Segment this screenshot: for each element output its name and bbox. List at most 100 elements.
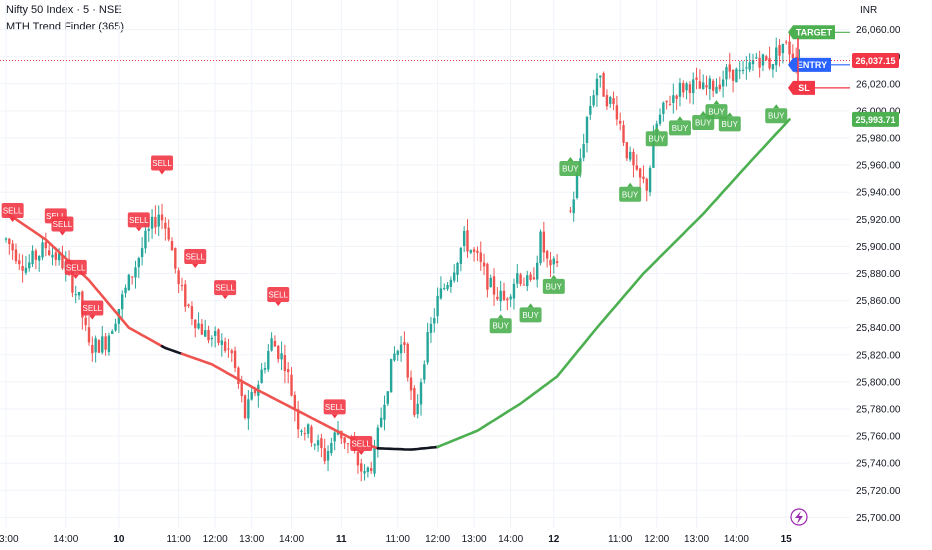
candle-body	[140, 248, 144, 258]
candle	[479, 241, 482, 271]
candle	[177, 267, 180, 294]
target-level[interactable]: TARGET	[788, 25, 850, 40]
candle	[685, 81, 688, 100]
candle	[363, 464, 366, 481]
candle-body	[439, 288, 443, 299]
signal-label: SELL	[152, 159, 172, 168]
candle-body	[197, 323, 200, 329]
price-label-text: 26,037.15	[855, 56, 895, 66]
buy-signal[interactable]: BUY	[489, 314, 512, 334]
sell-signal[interactable]: SELL	[151, 155, 174, 175]
signal-box	[718, 116, 741, 132]
candle-body	[536, 262, 539, 280]
candle	[200, 319, 204, 336]
signal-label: SELL	[83, 304, 103, 313]
candle-body	[775, 47, 778, 66]
candle	[34, 248, 38, 270]
candle-body	[283, 355, 287, 372]
buy-signal[interactable]: BUY	[718, 112, 741, 132]
candle-body	[91, 345, 94, 354]
candle-body	[785, 41, 788, 43]
trend-line	[4, 118, 791, 451]
buy-signal[interactable]: BUY	[765, 104, 788, 124]
x-tick-label: 14:00	[53, 534, 78, 545]
sell-signal[interactable]: SELL	[350, 436, 373, 456]
candle-body	[788, 41, 791, 55]
candle-body	[765, 56, 768, 60]
candle-body	[14, 249, 18, 262]
candle	[243, 394, 247, 420]
candle-body	[184, 284, 187, 307]
candle	[751, 53, 755, 71]
candle	[313, 443, 316, 450]
candle-body	[619, 120, 622, 124]
y-tick-label: 25,940.00	[856, 188, 901, 199]
candle-body	[522, 284, 526, 286]
candle-body	[316, 440, 320, 446]
sell-signal[interactable]: SELL	[267, 286, 290, 306]
candle-body	[615, 105, 619, 120]
candle	[771, 63, 775, 78]
entry-label: ENTRY	[797, 60, 827, 70]
signal-pointer	[726, 112, 733, 117]
candle	[104, 332, 107, 356]
x-tick-label: 10	[113, 534, 125, 545]
candle	[446, 282, 449, 291]
chart-grid	[0, 0, 850, 528]
y-tick-label: 25,960.00	[856, 161, 901, 172]
candle-body	[54, 252, 57, 260]
candle-body	[210, 338, 214, 340]
candle	[645, 177, 648, 202]
candle	[91, 336, 94, 362]
candle	[585, 115, 589, 153]
y-tick-label: 25,860.00	[856, 296, 901, 307]
candle	[280, 341, 283, 371]
candle	[638, 167, 642, 189]
y-tick-label: 25,820.00	[856, 350, 901, 361]
candle	[121, 290, 124, 321]
sell-signal[interactable]: SELL	[1, 202, 24, 222]
candle	[648, 165, 652, 197]
sell-signal[interactable]: SELL	[51, 216, 74, 236]
candle	[738, 61, 741, 80]
candle	[223, 337, 227, 353]
symbol-title[interactable]: Nifty 50 Index · 5 · NSE	[6, 4, 122, 16]
sell-signal[interactable]: SELL	[184, 249, 207, 269]
buy-signal[interactable]: BUY	[668, 116, 691, 136]
candle	[499, 280, 502, 312]
candle-body	[433, 318, 436, 324]
buy-signal[interactable]: BUY	[542, 274, 565, 294]
candle-body	[399, 344, 403, 354]
signal-label: BUY	[708, 108, 725, 117]
candle	[77, 291, 81, 300]
buy-signal[interactable]: BUY	[645, 127, 668, 147]
candle-body	[532, 277, 536, 280]
sell-signal[interactable]: SELL	[323, 399, 346, 419]
x-tick-label: 11	[336, 534, 347, 545]
buy-signal[interactable]: BUY	[559, 157, 582, 177]
candle	[635, 154, 638, 171]
candle-body	[273, 340, 277, 347]
candle-body	[472, 249, 476, 252]
signal-pointer	[135, 227, 142, 232]
candle	[74, 285, 77, 304]
candle-body	[107, 335, 111, 353]
currency-label: INR	[860, 5, 877, 16]
candle-body	[356, 451, 360, 466]
buy-signal[interactable]: BUY	[705, 100, 728, 120]
sell-signal[interactable]: SELL	[127, 212, 150, 232]
buy-signal[interactable]: BUY	[619, 182, 642, 202]
candle-body	[768, 58, 771, 69]
sell-signal[interactable]: SELL	[214, 280, 237, 300]
candle	[665, 100, 668, 110]
lightning-icon[interactable]	[790, 508, 808, 526]
candle-body	[668, 104, 672, 106]
candle	[187, 303, 190, 309]
sell-signal[interactable]: SELL	[64, 259, 87, 279]
sell-signal[interactable]: SELL	[81, 300, 104, 320]
sl-level[interactable]: SL	[788, 80, 850, 95]
candle-body	[57, 253, 61, 261]
candle	[765, 54, 768, 61]
buy-signal[interactable]: BUY	[519, 303, 542, 323]
